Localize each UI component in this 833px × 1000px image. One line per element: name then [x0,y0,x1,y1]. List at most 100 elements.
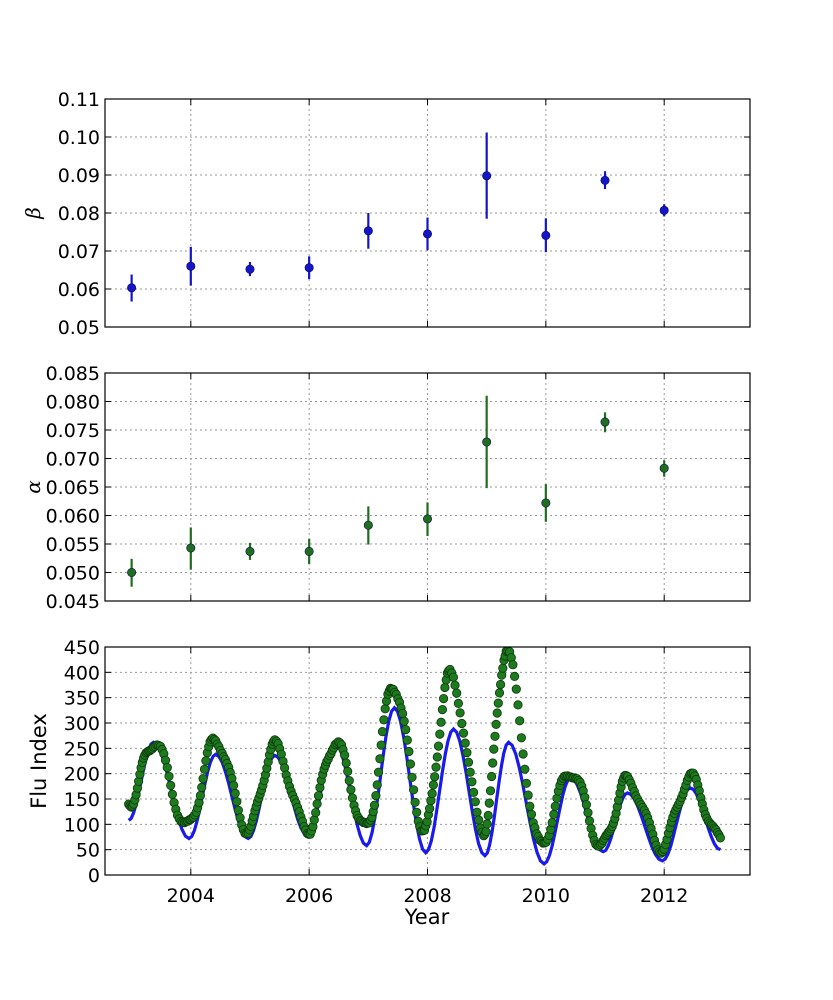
observed-point [520,764,530,774]
observed-point [455,708,465,718]
observed-point [341,758,351,768]
data-point [363,226,373,236]
data-point [363,520,373,530]
observed-point [347,793,357,803]
ytick-label: 250 [64,738,100,760]
observed-point [509,671,520,682]
ytick-label: 0.06 [58,279,100,301]
observed-point [433,741,444,751]
observed-point [482,819,492,829]
ytick-label: 0.085 [46,363,100,385]
observed-point [369,800,380,810]
observed-point [521,778,532,788]
alpha-marks [127,395,669,587]
data-point [245,264,255,274]
observed-point [410,797,420,807]
data-point [304,546,314,556]
observed-point [436,717,446,727]
observed-point [402,735,412,745]
data-point [127,567,137,577]
observed-point [508,660,518,670]
ytick-label: 0.05 [58,317,100,339]
alpha-panel: 0.045 0.050 0.055 0.060 0.065 0.070 0.075 0.080… [21,363,751,613]
observed-point [164,771,174,781]
observed-point [407,772,417,782]
xtick-label: 2004 [167,885,215,907]
ytick-label: 0.065 [46,477,100,499]
observed-point [373,767,384,777]
observed-point [492,708,502,718]
data-point [659,205,669,215]
data-point [422,229,432,239]
observed-point [495,679,506,690]
observed-point [405,759,415,769]
observed-point [435,729,445,739]
observed-point [549,809,559,820]
observed-point [229,780,239,791]
observed-point [232,796,242,807]
observed-point [452,688,462,698]
observed-point [197,782,207,793]
observed-point [493,698,503,708]
observed-point [195,790,205,801]
observed-point [470,797,480,807]
observed-point [581,799,592,810]
observed-point [453,698,463,709]
ytick-label: 150 [64,789,100,811]
ytick-label: 50 [76,840,100,862]
data-point [541,498,551,508]
data-point [482,171,492,181]
beta-panel: 0.05 0.06 0.07 0.08 0.09 0.10 0.11 β [21,89,751,339]
ytick-label: 0.080 [46,392,100,414]
observed-point [525,801,535,811]
observed-point [715,833,726,843]
ytick-label: 0.075 [46,420,100,442]
observed-point [401,724,411,735]
data-point [422,514,432,524]
observed-point [474,815,484,825]
alpha-grid [105,373,750,601]
observed-point [432,752,442,762]
observed-point [488,758,498,768]
ytick-label: 0.045 [46,591,100,613]
observed-point [440,682,450,693]
ytick-label: 0.09 [58,165,100,187]
observed-point [167,789,177,799]
observed-point [437,704,447,715]
observed-point [584,816,595,826]
ytick-label: 200 [64,764,100,786]
observed-point [494,688,505,698]
data-point [600,417,610,427]
observed-point [199,764,210,774]
observed-point [486,771,497,782]
ytick-label: 0.050 [46,563,100,585]
observed-point [472,807,482,817]
observed-point [312,799,322,809]
observed-point [399,716,409,726]
data-point [482,437,492,447]
data-point [127,283,137,293]
flu-xlabel: Year [404,905,450,929]
observed-point [448,672,458,682]
data-point [186,261,196,271]
observed-point [343,766,353,777]
observed-point [372,780,382,790]
observed-point [516,733,527,743]
xtick-label: 2012 [640,885,688,907]
flu-panel: 0 50 100 150 200 250 300 350 400 450 2004 2006 2008… [27,637,751,929]
observed-point [198,773,208,784]
observed-point [379,715,389,725]
observed-point [380,704,390,714]
flu-ylabel: Flu Index [27,713,51,809]
beta-marks [127,132,669,302]
observed-point [511,684,521,694]
observed-point [526,809,537,819]
observed-point [515,716,525,726]
observed-point [346,784,356,795]
observed-point [468,787,479,798]
flu-marks [124,646,726,866]
observed-point [550,801,560,811]
data-point [541,230,551,240]
observed-point [166,780,176,791]
observed-point [412,807,422,817]
